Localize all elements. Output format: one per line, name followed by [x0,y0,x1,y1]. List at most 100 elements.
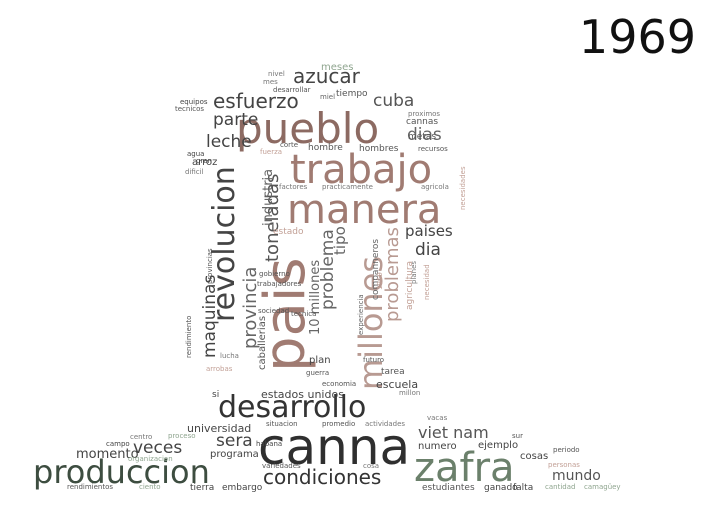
word-tierra: tierra [190,483,215,493]
word-tecnica: tecnica [291,310,317,318]
word-planes: planes [410,260,418,284]
word-meses: meses [321,62,354,73]
word-plan: plan [309,355,331,366]
word-corte: corte [280,141,299,149]
word-variedades: variedades [262,462,301,470]
word-campo: campo [106,440,130,448]
word-cantidad: cantidad [545,483,576,491]
word-caballerias: caballerias [257,315,268,370]
word-zafra: zafra [414,445,515,491]
word-mes: mes [263,78,278,86]
word-fuerza: fuerza [260,148,283,156]
word-mundo: mundo [552,468,601,484]
word-recursos: recursos [418,145,448,153]
word-agricola: agricola [421,183,449,191]
word-10-millones: 10 millones [308,259,323,335]
word-personas: personas [548,461,580,469]
word-proceso: proceso [168,432,196,440]
word-parte: parte [213,110,259,130]
word-1969: 1969 [376,272,384,290]
word-camagüey: camagüey [584,483,621,491]
word-pueblo: pueblo [236,104,380,153]
word-maquinas: maquinas [200,274,220,358]
word-cosas: cosas [520,451,549,462]
word-veces: veces [133,438,183,458]
word-proximos: proximos [408,110,441,118]
word-companneros: companneros [371,238,381,300]
word-economia: economia [322,380,357,388]
word-gobierno: gobierno [259,270,290,278]
word-hombres: hombres [359,144,399,154]
word-futuro: futuro [363,356,385,364]
word-rendimiento: rendimiento [185,315,193,358]
word-promedio: promedio [322,420,356,428]
word-estudiantes: estudiantes [422,483,475,493]
word-momento: momento [76,447,139,462]
word-necesidades: necesidades [459,166,467,210]
word-dia: dia [415,240,441,260]
word-habana: habana [256,440,283,448]
word-falta: falta [513,483,534,493]
word-tipo: tipo [331,226,349,255]
word-estado: estado [273,227,304,237]
word-viet-nam: viet nam [418,423,489,442]
word-factores: factores [279,183,308,191]
word-lucha: lucha [220,352,239,360]
word-actividades: actividades [365,420,406,428]
word-sur: sur [512,432,523,440]
word-sera: sera [216,431,253,451]
word-desarrollar: desarrollar [273,86,311,94]
word-manera: manera [287,187,442,233]
word-produccion: produccion [33,453,210,491]
word-condiciones: condiciones [263,465,382,489]
word-ganado: ganado [484,483,518,493]
year-label: 1969 [578,10,696,64]
word-situacion: situacion [266,420,298,428]
word-miel: miel [320,93,336,101]
word-cuba: cuba [373,91,415,111]
word-organizacion: organizacion [128,455,173,463]
word-millon: millon [399,389,421,397]
word-metas: metas [408,132,437,142]
word-cosa: cosa [363,462,380,470]
word-trabajadores: trabajadores [257,280,302,288]
word-agua: agua [187,150,205,158]
word-centro: centro [130,433,153,441]
word-universidad: universidad [187,422,252,435]
word-nivel: nivel [268,70,285,78]
word-practicamente: practicamente [322,183,373,191]
word-ejemplo: ejemplo [478,440,519,451]
word-dias: dias [407,125,442,145]
word-sociedad: sociedad [258,307,290,315]
word-paises: paises [405,222,453,240]
word-cannas: cannas [406,117,439,127]
word-industria: industria [261,168,276,226]
word-necesidad: necesidad [423,264,431,300]
word-ciento: ciento [139,483,161,491]
word-embargo: embargo [222,483,263,493]
word-leche: leche [206,132,252,152]
word-desarrollo: desarrollo [218,390,367,425]
word-numero: numero [418,441,457,452]
word-vacas: vacas [427,414,448,422]
word-provincias: provincias [206,248,214,284]
word-azucar: azucar [293,64,360,88]
word-programa: programa [210,449,259,460]
word-tarea: tarea [381,367,405,377]
word-guerra: guerra [306,369,330,377]
word-equipos: equipos [180,98,208,106]
word-escuela: escuela [376,378,419,391]
word-hombre: hombre [308,143,343,153]
word-arrobas: arrobas [206,365,233,373]
word-arroz: arroz [192,157,218,168]
word-experiencia: experiencia [357,294,365,335]
word-periodo: periodo [553,446,580,454]
word-rendimientos: rendimientos [67,483,114,491]
word-estados-unidos: estados unidos [261,388,344,401]
word-tiempo: tiempo [336,89,368,99]
word-tecnicos: tecnicos [175,105,205,113]
word-problemas: problemas [382,227,403,322]
word-esfuerzo: esfuerzo [213,89,299,113]
word-trabajo: trabajo [290,147,433,193]
